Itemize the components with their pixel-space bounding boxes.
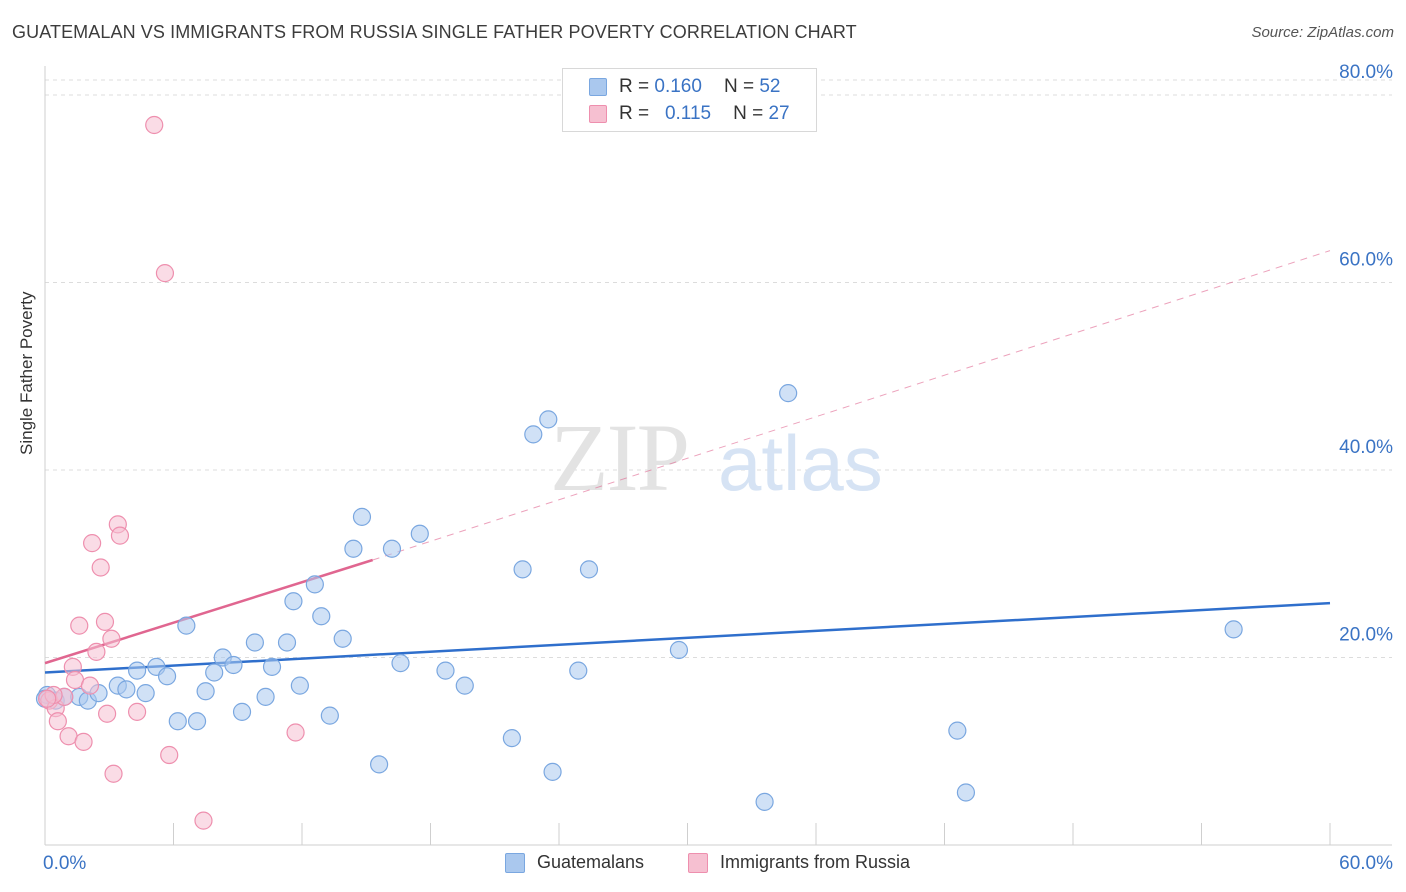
data-point (256, 687, 275, 706)
data-point (539, 410, 558, 429)
data-point (513, 560, 532, 579)
data-point (157, 667, 177, 686)
data-point (669, 640, 689, 660)
data-point (245, 633, 264, 652)
data-point (524, 425, 543, 444)
source-label: Source: ZipAtlas.com (1251, 24, 1394, 41)
data-point (110, 526, 130, 545)
data-point (344, 539, 363, 558)
legend-swatch-pink (589, 105, 607, 123)
watermark-zip: ZIP (550, 404, 688, 511)
bottom-legend-label: Immigrants from Russia (720, 852, 911, 872)
data-point (569, 661, 588, 680)
data-point (410, 524, 429, 543)
data-point (370, 755, 389, 774)
data-point (312, 607, 331, 626)
data-point (74, 732, 93, 751)
data-point (168, 712, 187, 731)
data-point (455, 676, 474, 695)
grid-lines (45, 79, 1392, 658)
data-point (155, 264, 175, 283)
data-point (779, 384, 798, 403)
data-point (382, 539, 402, 558)
data-point (83, 534, 102, 553)
bottom-legend-swatch-blue (505, 852, 525, 873)
bottom-legend-guatemalans: Guatemalans (505, 852, 644, 873)
data-point (277, 633, 297, 652)
data-point (320, 706, 339, 725)
data-point (391, 654, 410, 673)
data-point (205, 663, 224, 682)
trend-line (44, 601, 1331, 674)
data-point (305, 575, 324, 594)
data-point (755, 792, 774, 811)
data-point (95, 612, 115, 631)
legend-row-russia: R = 0.115 N = 27 (589, 102, 790, 126)
y-tick-label: 80.0% (1339, 62, 1393, 83)
data-point (224, 655, 243, 675)
y-tick-label: 40.0% (1339, 437, 1393, 458)
data-point (70, 616, 89, 635)
correlation-legend: R = 0.160 N = 52 R = 0.115 N = 27 (562, 68, 817, 132)
data-point (579, 560, 599, 579)
legend-n-label: N = (723, 76, 755, 97)
y-tick-label: 60.0% (1339, 250, 1393, 271)
data-point (502, 729, 521, 748)
watermark-atlas: atlas (718, 419, 883, 507)
x-tick-label: 60.0% (1339, 853, 1393, 874)
data-point (87, 642, 106, 661)
legend-n-label: N = (733, 103, 764, 124)
data-point (38, 689, 57, 708)
data-point (127, 702, 147, 721)
data-point (160, 745, 179, 765)
bottom-legend-russia: Immigrants from Russia (688, 852, 910, 873)
y-tick-label: 20.0% (1339, 625, 1393, 646)
data-point (284, 592, 303, 611)
y-axis-label: Single Father Poverty (17, 291, 36, 455)
data-point (333, 629, 352, 648)
data-point (102, 629, 121, 648)
data-point (286, 723, 305, 742)
data-point (196, 682, 215, 701)
data-point (80, 676, 100, 695)
x-tick-label: 0.0% (43, 853, 86, 874)
data-point (48, 712, 67, 731)
bottom-legend-swatch-pink (688, 852, 708, 873)
data-point (127, 661, 147, 680)
data-point (352, 507, 372, 526)
axes (44, 66, 1392, 846)
legend-r-label: R = (619, 76, 650, 97)
data-point (145, 115, 164, 135)
data-point (232, 702, 252, 721)
bottom-legend-label: Guatemalans (537, 852, 645, 872)
legend-n-value: 27 (768, 103, 790, 124)
legend-swatch-blue (589, 78, 607, 96)
legend-r-label: R = (619, 103, 650, 124)
data-point (1224, 620, 1243, 639)
data-point (262, 657, 282, 676)
data-point (177, 616, 196, 635)
legend-n-value: 52 (759, 76, 781, 97)
trend-line (372, 250, 1331, 561)
data-point (956, 783, 976, 802)
legend-row-guatemalans: R = 0.160 N = 52 (589, 75, 780, 99)
data-point (104, 764, 123, 783)
data-point (91, 558, 110, 577)
legend-r-value: 0.115 (664, 103, 712, 124)
data-point (187, 712, 207, 731)
data-point (290, 676, 309, 695)
data-points (35, 115, 1243, 830)
data-point (194, 811, 213, 830)
tick-labels: 20.0% 40.0% 60.0% 80.0% 0.0% 60.0% (43, 62, 1393, 874)
legend-r-value: 0.160 (654, 76, 702, 97)
data-point (436, 661, 455, 680)
data-point (543, 762, 562, 781)
watermark: ZIP atlas (550, 404, 883, 511)
data-point (948, 721, 967, 740)
chart-title: GUATEMALAN VS IMMIGRANTS FROM RUSSIA SIN… (12, 22, 857, 42)
data-point (117, 680, 136, 699)
data-point (98, 704, 117, 723)
data-point (136, 684, 155, 703)
